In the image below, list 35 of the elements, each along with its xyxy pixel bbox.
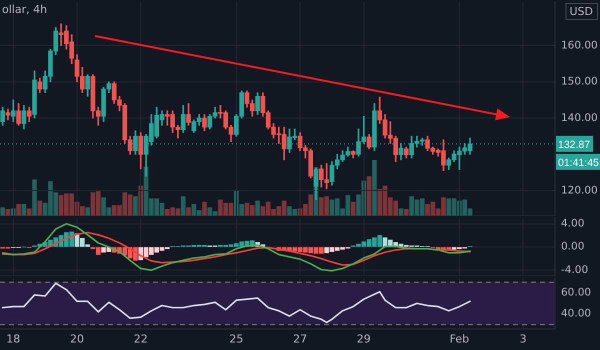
bar xyxy=(350,202,356,216)
bar xyxy=(255,200,260,216)
x-tick-label: 25 xyxy=(229,332,244,346)
bar xyxy=(180,196,186,216)
chart-title: ollar, 4h xyxy=(2,3,48,16)
y-tick-label: -4.00 xyxy=(561,264,588,276)
bar xyxy=(32,179,37,216)
x-tick-label: 18 xyxy=(6,332,20,346)
bar xyxy=(186,207,191,216)
y-tick-label: 40.00 xyxy=(561,308,592,320)
y-tick-label: 0.00 xyxy=(561,240,584,253)
x-tick-label: 29 xyxy=(356,332,371,346)
y-tick-label: 140.00 xyxy=(561,112,598,124)
y-tick-label: 120.00 xyxy=(561,184,598,196)
bar xyxy=(6,208,10,216)
x-tick-label: 22 xyxy=(134,332,148,346)
x-tick-label: 27 xyxy=(293,332,308,346)
text: USD xyxy=(569,4,594,18)
y-tick-label: 4.00 xyxy=(561,218,584,230)
bar xyxy=(366,176,372,216)
bar xyxy=(16,204,21,216)
bar xyxy=(22,204,26,216)
bar xyxy=(133,196,138,216)
x-tick-label: 3 xyxy=(520,332,527,346)
ref-line-label: 132.87 xyxy=(558,138,590,151)
bar xyxy=(398,208,404,216)
x-tick-label: Feb xyxy=(450,332,470,346)
y-tick-label: 160.00 xyxy=(561,39,598,52)
bar xyxy=(38,200,42,216)
y-tick-label: 150.00 xyxy=(561,76,598,88)
bar xyxy=(372,160,377,216)
text: 01:41:45 xyxy=(558,156,600,169)
y-tick-label: 60.00 xyxy=(561,286,592,299)
x-tick-label: 20 xyxy=(70,332,84,346)
bar xyxy=(202,202,207,216)
